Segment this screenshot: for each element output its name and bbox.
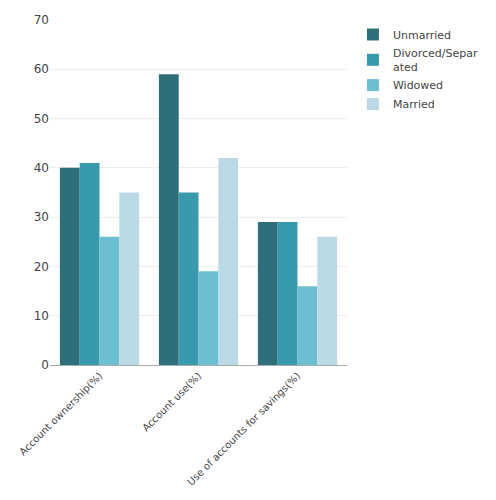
svg-text:30: 30 — [34, 210, 49, 224]
svg-text:40: 40 — [34, 161, 49, 175]
svg-text:Divorced/Separated: Divorced/Separated — [393, 47, 478, 74]
svg-text:60: 60 — [34, 62, 49, 76]
svg-text:50: 50 — [34, 112, 49, 126]
svg-text:20: 20 — [34, 260, 49, 274]
svg-text:Account ownership(%): Account ownership(%) — [17, 370, 104, 457]
svg-text:70: 70 — [34, 13, 49, 27]
svg-text:Married: Married — [393, 98, 435, 111]
svg-text:Use of accounts for savings(%): Use of accounts for savings(%) — [185, 370, 302, 487]
svg-text:Account use(%): Account use(%) — [140, 370, 203, 433]
svg-text:Widowed: Widowed — [393, 79, 443, 92]
svg-text:10: 10 — [34, 309, 49, 323]
svg-text:0: 0 — [41, 358, 49, 372]
svg-text:Unmarried: Unmarried — [393, 29, 451, 42]
